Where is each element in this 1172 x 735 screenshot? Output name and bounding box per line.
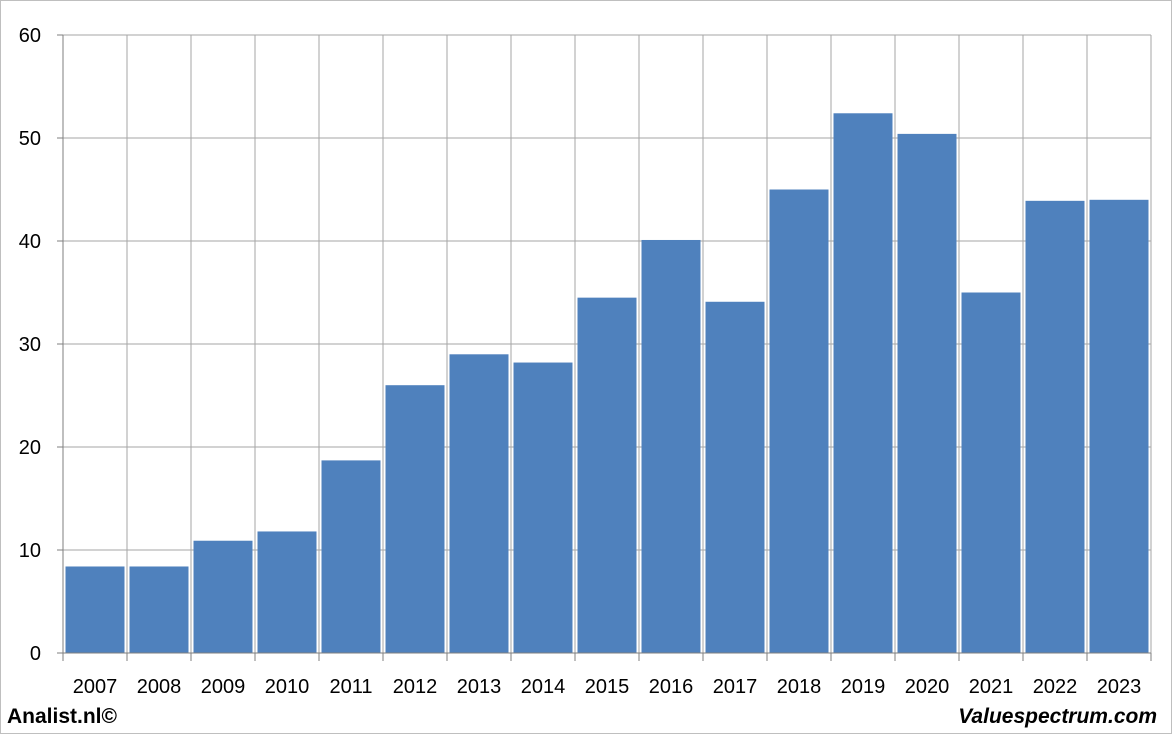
y-tick-label: 20 [19, 437, 41, 459]
y-tick-label: 10 [19, 540, 41, 562]
bar-2015 [577, 297, 637, 653]
bar-2014 [513, 362, 573, 653]
bar-2010 [257, 531, 317, 653]
grid-lines [62, 34, 1152, 653]
source-credit-left: Analist.nl© [7, 705, 117, 728]
x-tick-label: 2011 [329, 676, 372, 698]
x-tick-label: 2020 [905, 676, 950, 698]
x-tick-label: 2018 [777, 676, 822, 698]
bar-2009 [193, 540, 253, 653]
x-tick-label: 2012 [393, 676, 438, 698]
bar-2023 [1089, 199, 1149, 654]
x-tick-label: 2023 [1097, 676, 1142, 698]
bar-2020 [897, 133, 957, 653]
x-tick-label: 2010 [265, 676, 310, 698]
bar-2011 [321, 460, 381, 653]
bar-2013 [449, 354, 509, 653]
bars [65, 113, 1149, 654]
bar-2021 [961, 292, 1021, 653]
x-tick-label: 2014 [521, 676, 566, 698]
y-tick-label: 40 [19, 231, 41, 253]
y-tick-labels: 0 10 20 30 40 50 60 [19, 25, 41, 665]
x-tick-label: 2009 [201, 676, 246, 698]
x-tick-label: 2016 [649, 676, 694, 698]
x-tick-label: 2008 [137, 676, 182, 698]
bar-2016 [641, 239, 701, 653]
y-tick-label: 50 [19, 128, 41, 150]
x-tick-label: 2022 [1033, 676, 1078, 698]
bar-2022 [1025, 200, 1085, 653]
x-tick-label: 2007 [73, 676, 118, 698]
y-tick-label: 0 [30, 643, 41, 665]
bar-2007 [65, 566, 125, 653]
x-tick-label: 2019 [841, 676, 886, 698]
axes [57, 34, 1152, 661]
bar-2012 [385, 385, 445, 653]
bar-2017 [705, 301, 765, 653]
y-tick-label: 60 [19, 25, 41, 47]
bar-2018 [769, 189, 829, 653]
bar-2019 [833, 113, 893, 653]
source-credit-right: Valuespectrum.com [958, 705, 1157, 728]
bar-2008 [129, 566, 189, 653]
y-tick-label: 30 [19, 334, 41, 356]
x-tick-labels: 2007 2008 2009 2010 2011 2012 2013 2014 2015 2016… [73, 676, 1142, 698]
x-tick-label: 2021 [969, 676, 1014, 698]
x-tick-label: 2017 [713, 676, 758, 698]
x-tick-label: 2013 [457, 676, 502, 698]
x-tick-label: 2015 [585, 676, 630, 698]
